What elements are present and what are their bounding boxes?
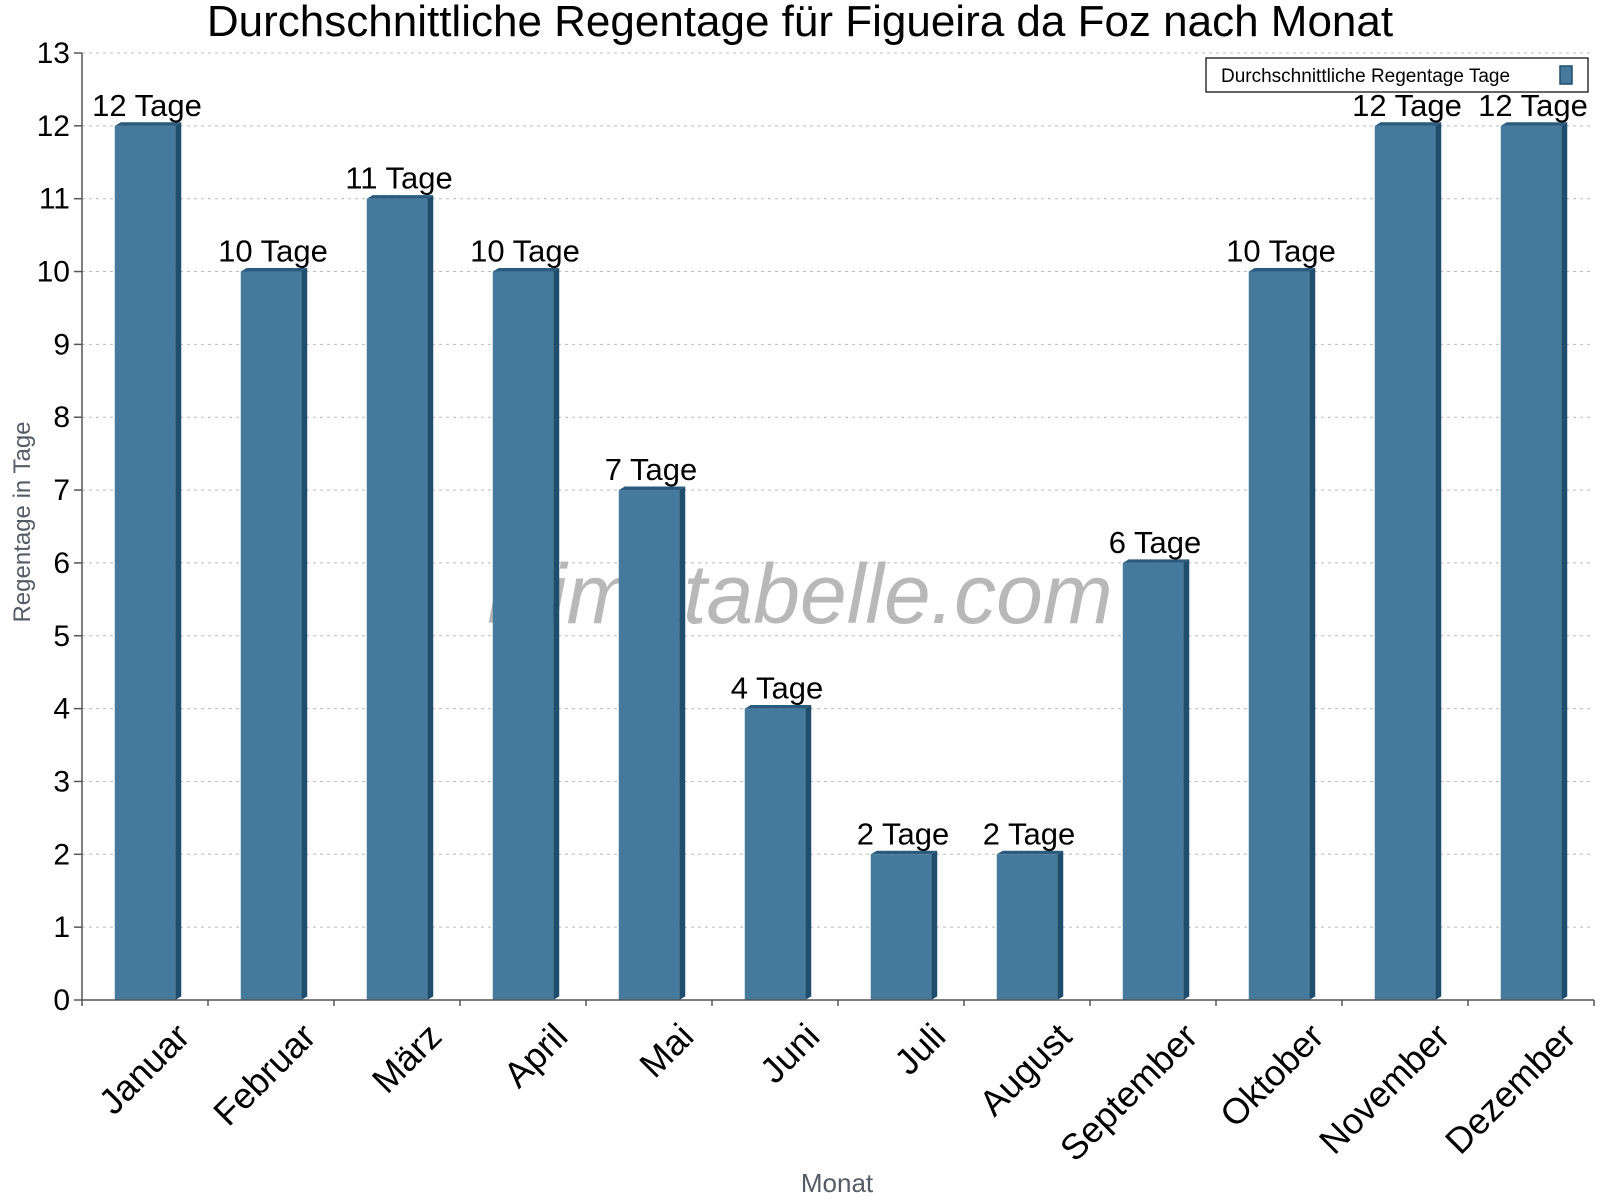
bar-top: [1122, 559, 1190, 563]
bar-front: [870, 854, 932, 1000]
x-tick-label: November: [1311, 1015, 1457, 1161]
watermark: klimatabelle.com: [487, 547, 1113, 641]
bar-top: [240, 267, 308, 272]
y-tick-label: 4: [53, 693, 70, 726]
data-label: 12 Tage: [1478, 88, 1588, 123]
bar-top: [114, 122, 182, 126]
bar-side: [1435, 122, 1442, 1000]
bar-front: [492, 271, 554, 1000]
y-tick-label: 5: [53, 620, 70, 653]
bar-front: [744, 708, 806, 1000]
bars: [114, 122, 1568, 1001]
y-tick-label: 10: [37, 256, 70, 289]
bar-juli: [870, 850, 938, 1000]
bar-september: [1122, 559, 1190, 1000]
x-tick-label: Mai: [631, 1015, 701, 1085]
x-tick-label: Juni: [752, 1015, 828, 1091]
y-tick-label: 11: [39, 183, 70, 216]
bar-front: [240, 271, 302, 1000]
legend-box: [1205, 57, 1589, 93]
x-tick-label: August: [971, 1015, 1079, 1123]
bar-front: [1248, 271, 1310, 1000]
bar-side: [175, 122, 182, 1000]
y-axis-title: Regentage in Tage: [9, 421, 36, 622]
bar-side: [805, 705, 812, 1000]
y-tick-label: 12: [37, 110, 70, 143]
y-tick-label: 1: [53, 911, 70, 944]
data-label: 2 Tage: [983, 816, 1076, 851]
bar-top: [870, 850, 938, 855]
y-tick-label: 13: [37, 37, 70, 70]
bar-mai: [618, 486, 686, 1000]
x-tick-label: April: [495, 1015, 575, 1095]
legend: Durchschnittliche Regentage Tage: [1205, 57, 1589, 93]
x-tick-label: Januar: [91, 1015, 198, 1122]
bar-front: [1122, 562, 1184, 1000]
watermark-text: klimatabelle.com: [487, 547, 1113, 641]
x-axis-title: Monat: [801, 1168, 874, 1198]
bar-front: [1500, 125, 1562, 1001]
bar-top: [492, 267, 560, 272]
x-tick-label: Oktober: [1212, 1015, 1332, 1135]
data-label: 10 Tage: [470, 234, 580, 269]
y-tick-label: 8: [53, 401, 70, 434]
bar-side: [427, 195, 434, 1001]
bar-top: [744, 705, 812, 709]
data-label: 10 Tage: [218, 234, 328, 269]
data-label: 12 Tage: [92, 88, 202, 123]
bar-top: [1500, 122, 1568, 126]
bar-front: [114, 125, 176, 1001]
x-tick-label: Februar: [205, 1015, 323, 1133]
x-tick-label: März: [364, 1015, 450, 1101]
x-tick-label: Juli: [886, 1015, 953, 1082]
data-label: 12 Tage: [1352, 88, 1462, 123]
y-tick-label: 9: [53, 328, 70, 361]
bar-februar: [240, 267, 308, 1000]
bar-juni: [744, 705, 812, 1000]
data-label: 4 Tage: [731, 671, 824, 706]
y-tick-label: 7: [53, 474, 70, 507]
bar-dezember: [1500, 122, 1568, 1001]
data-label: 10 Tage: [1226, 234, 1336, 269]
grid-lines: [82, 52, 1594, 928]
bar-front: [996, 854, 1058, 1000]
y-tick-label: 2: [53, 838, 70, 871]
y-tick-label: 0: [53, 984, 70, 1017]
bar-top: [618, 486, 686, 491]
bar-side: [1183, 559, 1190, 1000]
bar-side: [301, 267, 308, 1000]
bar-side: [931, 850, 938, 1000]
bar-november: [1374, 122, 1442, 1001]
x-tick-label: Dezember: [1437, 1015, 1583, 1161]
bar-top: [996, 850, 1064, 855]
bar-side: [679, 486, 686, 1000]
data-label: 2 Tage: [857, 816, 950, 851]
bar-side: [1561, 122, 1568, 1000]
bar-april: [492, 267, 560, 1000]
bar-front: [366, 198, 428, 1000]
x-tick-label: September: [1052, 1015, 1206, 1169]
bar-side: [1309, 267, 1316, 1000]
data-label: 6 Tage: [1109, 525, 1202, 560]
bar-august: [996, 850, 1064, 1000]
legend-swatch: [1559, 65, 1573, 85]
bar-side: [1057, 850, 1064, 1000]
data-label: 11 Tage: [345, 161, 452, 196]
legend-label: Durchschnittliche Regentage Tage: [1221, 66, 1510, 87]
bar-märz: [366, 195, 434, 1001]
data-labels: 12 Tage 10 Tage 11 Tage 10 Tage 7 Tage 4 Tage…: [92, 88, 1588, 851]
y-tick-label: 6: [53, 547, 70, 580]
bar-top: [366, 195, 434, 199]
bar-front: [618, 490, 680, 1000]
y-tick-label: 3: [53, 765, 70, 798]
bar-side: [553, 267, 560, 1000]
bar-top: [1374, 122, 1442, 126]
data-label: 7 Tage: [605, 452, 698, 487]
chart-title: Durchschnittliche Regentage für Figueira…: [207, 0, 1393, 46]
bar-top: [1248, 267, 1316, 272]
bar-front: [1374, 125, 1436, 1001]
bar-januar: [114, 122, 182, 1001]
bar-oktober: [1248, 267, 1316, 1000]
